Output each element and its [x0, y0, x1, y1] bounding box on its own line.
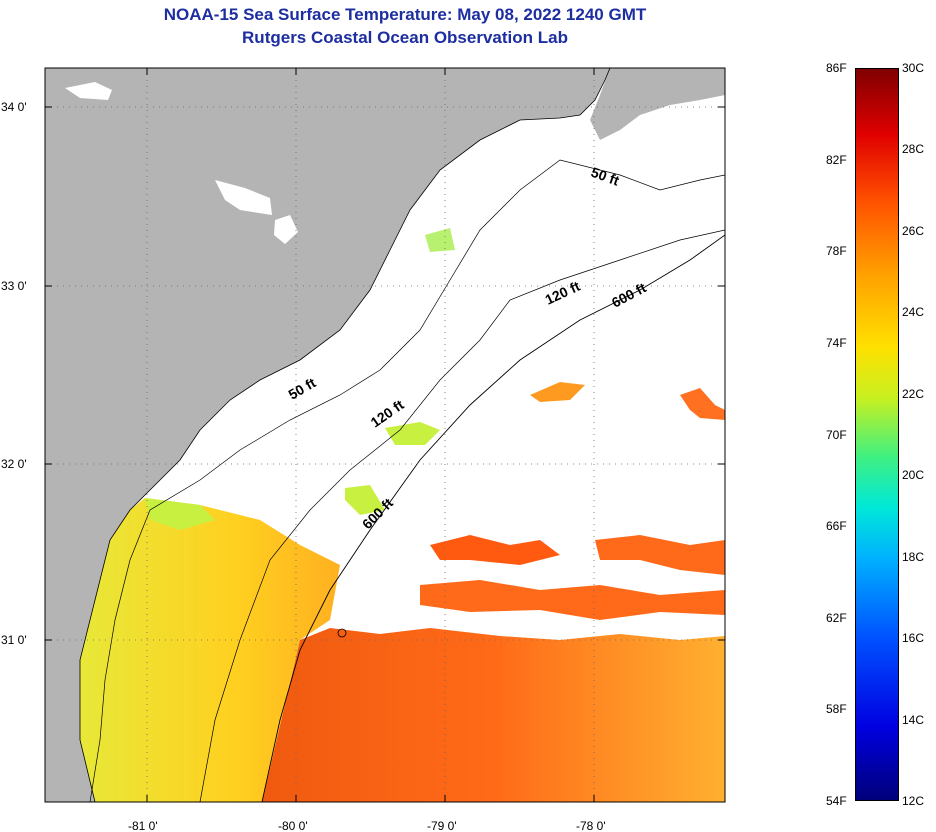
lat-label-33: 33 0'	[1, 279, 27, 293]
colorbar-c-label: 18C	[902, 549, 925, 564]
colorbar-f-label: 58F	[826, 702, 847, 717]
sst-warm-patch-3	[595, 535, 725, 575]
lon-label-78: -78 0'	[576, 819, 606, 832]
colorbar-f-label: 54F	[826, 794, 847, 808]
colorbar-c-label: 28C	[902, 142, 925, 157]
sst-warm-patch-5	[530, 382, 585, 402]
colorbar-f-label: 78F	[826, 244, 847, 259]
contour-600ft	[261, 234, 725, 802]
contour-50ft	[89, 159, 725, 802]
colorbar-f-label: 62F	[826, 610, 847, 625]
sst-warm-water	[262, 628, 725, 802]
colorbar-c-label: 30C	[902, 61, 925, 75]
map-subtitle: Rutgers Coastal Ocean Observation Lab	[242, 28, 568, 47]
sst-warm-patch-2	[430, 535, 560, 565]
lat-label-31: 31 0'	[1, 633, 27, 647]
grid-lines	[45, 68, 725, 802]
contour-120ft	[199, 229, 725, 802]
cloud-patch	[65, 82, 112, 100]
cloud-patch-2	[215, 180, 272, 215]
lat-label-32: 32 0'	[1, 457, 27, 471]
land-area	[45, 68, 610, 802]
sst-green-patch-2	[385, 422, 440, 445]
colorbar-f-label: 86F	[826, 61, 847, 75]
colorbar-c-label: 12C	[902, 794, 925, 808]
colorbar-f-label: 66F	[826, 519, 847, 534]
land-northeast	[590, 68, 725, 140]
sst-green-patch-3	[345, 485, 385, 515]
colorbar-c-label: 16C	[902, 631, 925, 646]
cloud-patch-3	[274, 215, 298, 244]
colorbar-c-label: 22C	[902, 386, 925, 401]
coastline	[79, 68, 611, 802]
lon-label-79: -79 0'	[427, 819, 457, 832]
colorbar-c-label: 24C	[902, 305, 925, 320]
sst-green-patch-4	[425, 228, 455, 252]
colorbar-c-label: 14C	[902, 712, 925, 727]
colorbar-c-label: 26C	[902, 223, 925, 238]
sst-green-patch	[145, 498, 215, 530]
colorbar-c-label: 20C	[902, 468, 925, 483]
lon-label-80: -80 0'	[278, 819, 308, 832]
map-frame	[44, 67, 726, 803]
map-title: NOAA-15 Sea Surface Temperature: May 08,…	[163, 5, 647, 24]
lat-label-34: 34 0'	[1, 100, 27, 114]
sst-coastal-water	[80, 498, 340, 802]
sst-warm-patches	[420, 580, 725, 620]
colorbar-f-label: 82F	[826, 152, 847, 167]
colorbar-f-label: 70F	[826, 427, 847, 442]
lon-label-81: -81 0'	[128, 819, 158, 832]
temperature-colorbar	[855, 68, 899, 801]
buoy-marker	[337, 628, 347, 638]
sst-warm-patch-4	[680, 388, 725, 420]
axis-ticks	[45, 68, 725, 802]
colorbar-f-label: 74F	[826, 335, 847, 350]
